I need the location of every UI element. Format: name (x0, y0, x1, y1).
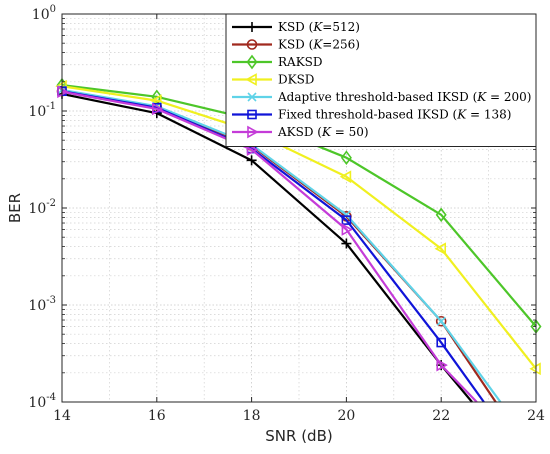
data-point (435, 315, 447, 327)
legend-marker (245, 73, 257, 86)
y-tick-label: 100 (32, 4, 56, 23)
legend-entry: AKSD (K = 50) (232, 125, 369, 139)
data-point (340, 150, 352, 166)
legend-label: KSD (K=256) (278, 38, 360, 52)
data-point (434, 242, 446, 256)
y-tick-label: 10-1 (28, 101, 56, 120)
data-point (436, 358, 448, 372)
legend-entry: RAKSD (232, 54, 323, 70)
legend-entry: Fixed threshold-based IKSD (K = 138) (232, 108, 512, 122)
legend-label: DKSD (278, 73, 314, 87)
data-point (436, 316, 446, 326)
data-point (339, 170, 352, 184)
data-point (436, 337, 447, 348)
legend-label: KSD (K=512) (278, 20, 360, 34)
legend-marker (247, 22, 257, 32)
legend-entry: KSD (K=512) (232, 20, 360, 34)
legend-marker (246, 54, 258, 70)
x-axis-label: SNR (dB) (265, 427, 332, 445)
y-tick-label: 10-4 (28, 392, 56, 411)
legend: KSD (K=512) KSD (K=256) RAKSD DKSD Adaptive … (225, 13, 537, 147)
series-line (61, 90, 478, 403)
data-point (246, 155, 257, 166)
legend-marker (247, 109, 257, 120)
series-line (61, 88, 502, 403)
legend-label: Fixed threshold-based IKSD (K = 138) (278, 108, 512, 122)
legend-marker (246, 39, 258, 50)
series-line (61, 85, 537, 370)
series-7 (57, 85, 478, 403)
legend-entry: Adaptive threshold-based IKSD (K = 200) (232, 90, 532, 104)
data-point (246, 143, 259, 156)
x-tick-label: 22 (432, 408, 450, 424)
data-point (341, 223, 354, 236)
legend-label: AKSD (K = 50) (277, 125, 369, 139)
data-point (341, 215, 352, 225)
data-point (435, 207, 447, 223)
y-tick-label: 10-2 (28, 198, 56, 217)
y-axis-label: BER (6, 193, 24, 223)
legend-label: Adaptive threshold-based IKSD (K = 200) (277, 90, 532, 104)
y-tick-label: 10-3 (28, 295, 56, 314)
x-tick-label: 16 (148, 408, 166, 424)
x-tick-label: 20 (337, 408, 355, 424)
legend-marker (247, 125, 259, 139)
legend-entry: KSD (K=256) (232, 38, 360, 52)
data-point (341, 238, 352, 249)
legend-entry: DKSD (232, 73, 314, 87)
legend-label: RAKSD (278, 55, 323, 69)
x-tick-label: 14 (53, 408, 71, 424)
x-tick-label: 18 (243, 408, 261, 424)
legend-marker (247, 92, 257, 102)
legend-box (225, 13, 537, 147)
x-tick-label: 24 (527, 408, 545, 424)
data-point (152, 102, 164, 116)
